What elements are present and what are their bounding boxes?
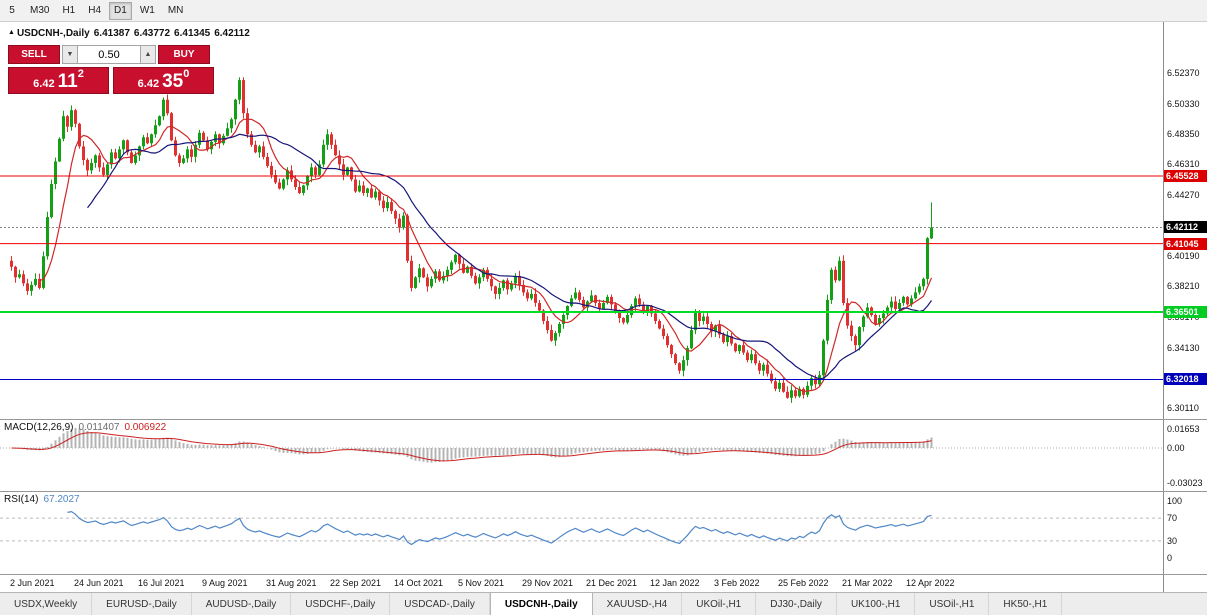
- chart-tab-xauusd--h4[interactable]: XAUUSD-,H4: [592, 593, 683, 615]
- ohlc-open: 6.41387: [93, 28, 130, 39]
- ohlc-low: 6.41345: [174, 28, 211, 39]
- chevron-down-icon: ▼: [66, 51, 74, 58]
- macd-axis-label: -0.03023: [1167, 478, 1203, 488]
- ohlc-high: 6.43772: [133, 28, 171, 39]
- ask-price-prefix: 6.42: [137, 78, 160, 90]
- rsi-axis-label: 0: [1167, 553, 1173, 563]
- chart-ohlc-header: ▲ USDCNH-,Daily 6.41387 6.43772 6.41345 6.421…: [8, 28, 254, 39]
- rsi-title: RSI(14): [4, 494, 39, 505]
- timeframe-toolbar: 5 M30 H1 H4 D1 W1 MN: [0, 0, 1207, 22]
- ohlc-close: 6.42112: [214, 28, 250, 39]
- price-tick-label: 6.46310: [1167, 159, 1200, 169]
- macd-signal-value: 0.006922: [124, 422, 167, 433]
- pane-resize-handle[interactable]: [0, 491, 1207, 492]
- bid-price-point: 2: [77, 68, 84, 80]
- rsi-indicator-label: RSI(14) 67.2027: [4, 494, 85, 505]
- bid-price-prefix: 6.42: [33, 78, 55, 90]
- volume-input[interactable]: [78, 45, 140, 64]
- price-tick-label: 6.40190: [1167, 251, 1200, 261]
- date-axis-border: [0, 574, 1207, 575]
- hline-price-box: 6.36501: [1164, 306, 1207, 318]
- chart-tab-usdcnh--daily[interactable]: USDCNH-,Daily: [489, 593, 593, 615]
- macd-axis-label: 0.00: [1167, 443, 1185, 453]
- chart-tab-usdx-weekly[interactable]: USDX,Weekly: [0, 593, 93, 615]
- price-chart-svg[interactable]: [0, 22, 1163, 592]
- macd-title: MACD(12,26,9): [4, 422, 74, 433]
- price-tick-label: 6.44270: [1167, 190, 1200, 200]
- chart-tab-eurusd--daily[interactable]: EURUSD-,Daily: [92, 593, 192, 615]
- date-tick-label: 3 Feb 2022: [714, 578, 760, 588]
- ask-price-pips: 35: [162, 71, 184, 92]
- macd-main-value: 0.011407: [78, 422, 120, 433]
- chart-tab-audusd--daily[interactable]: AUDUSD-,Daily: [191, 593, 292, 615]
- volume-increase-button[interactable]: ▲: [140, 45, 156, 64]
- price-tick-label: 6.52370: [1167, 68, 1200, 78]
- rsi-axis-label: 100: [1167, 496, 1183, 506]
- macd-axis-label: 0.01653: [1167, 424, 1200, 434]
- rsi-axis-label: 70: [1167, 513, 1178, 523]
- hline-price-box: 6.41045: [1164, 238, 1207, 250]
- chart-symbol-label: USDCNH-,Daily: [16, 28, 90, 39]
- chart-tab-hk50--h1[interactable]: HK50-,H1: [989, 593, 1063, 615]
- timeframe-button-m30[interactable]: M30: [25, 2, 54, 20]
- date-tick-label: 22 Sep 2021: [330, 578, 382, 588]
- date-tick-label: 2 Jun 2021: [10, 578, 55, 588]
- date-tick-label: 29 Nov 2021: [522, 578, 574, 588]
- timeframe-button-d1[interactable]: D1: [109, 1, 132, 20]
- date-tick-label: 9 Aug 2021: [202, 578, 248, 588]
- date-tick-label: 14 Oct 2021: [394, 578, 444, 588]
- timeframe-button-w1[interactable]: W1: [135, 2, 160, 20]
- date-tick-label: 12 Jan 2022: [650, 578, 700, 588]
- sell-button[interactable]: SELL: [8, 45, 60, 64]
- volume-decrease-button[interactable]: ▼: [62, 45, 78, 64]
- timeframe-button-h4[interactable]: H4: [83, 2, 106, 20]
- date-tick-label: 16 Jul 2021: [138, 578, 185, 588]
- pane-resize-handle[interactable]: [0, 419, 1207, 420]
- rsi-axis-label: 30: [1167, 536, 1178, 546]
- chart-tab-usdcad--daily[interactable]: USDCAD-,Daily: [390, 593, 490, 615]
- price-tick-label: 6.38210: [1167, 281, 1200, 291]
- timeframe-button-mn[interactable]: MN: [163, 2, 189, 20]
- chart-tab-usoil--h1[interactable]: USOil-,H1: [915, 593, 990, 615]
- symbol-marker-icon: ▲: [8, 29, 15, 36]
- date-tick-label: 24 Jun 2021: [74, 578, 124, 588]
- current-price-box: 6.42112: [1164, 221, 1207, 233]
- hline-price-box: 6.32018: [1164, 373, 1207, 385]
- ask-price-point: 0: [183, 68, 190, 80]
- date-tick-label: 12 Apr 2022: [906, 578, 955, 588]
- chart-tab-usdchf--daily[interactable]: USDCHF-,Daily: [291, 593, 391, 615]
- chart-tabs-bar: USDX,Weekly EURUSD-,Daily AUDUSD-,Daily USD…: [0, 592, 1207, 615]
- macd-indicator-label: MACD(12,26,9) 0.011407 0.006922: [4, 422, 171, 433]
- chart-tab-uk100--h1[interactable]: UK100-,H1: [836, 593, 916, 615]
- rsi-value: 67.2027: [43, 494, 80, 505]
- hline-price-box: 6.45528: [1164, 170, 1207, 182]
- ask-price-display[interactable]: 6.42 35 0: [113, 67, 214, 94]
- chart-tab-dj30--daily[interactable]: DJ30-,Daily: [756, 593, 837, 615]
- timeframe-button-5[interactable]: 5: [2, 2, 22, 20]
- price-tick-label: 6.30110: [1167, 403, 1199, 413]
- date-tick-label: 31 Aug 2021: [266, 578, 317, 588]
- date-tick-label: 5 Nov 2021: [458, 578, 505, 588]
- timeframe-button-h1[interactable]: H1: [57, 2, 80, 20]
- price-tick-label: 6.50330: [1167, 99, 1200, 109]
- price-tick-label: 6.34130: [1167, 343, 1200, 353]
- buy-button[interactable]: BUY: [158, 45, 210, 64]
- price-tick-label: 6.48350: [1167, 129, 1200, 139]
- chart-region: ▲ USDCNH-,Daily 6.41387 6.43772 6.41345 6.421…: [0, 22, 1207, 592]
- bid-price-pips: 11: [57, 71, 78, 92]
- date-tick-label: 21 Mar 2022: [842, 578, 893, 588]
- date-tick-label: 25 Feb 2022: [778, 578, 829, 588]
- date-tick-label: 21 Dec 2021: [586, 578, 638, 588]
- date-axis[interactable]: 2 Jun 2021 24 Jun 2021 16 Jul 2021 9 Aug 20…: [0, 575, 1163, 592]
- chart-tab-ukoil--h1[interactable]: UKOil-,H1: [682, 593, 757, 615]
- price-axis[interactable]: 6.52370 6.50330 6.48350 6.46310 6.44270 6.401…: [1163, 22, 1207, 592]
- chevron-up-icon: ▲: [144, 51, 152, 58]
- bid-price-display[interactable]: 6.42 11 2: [8, 67, 109, 94]
